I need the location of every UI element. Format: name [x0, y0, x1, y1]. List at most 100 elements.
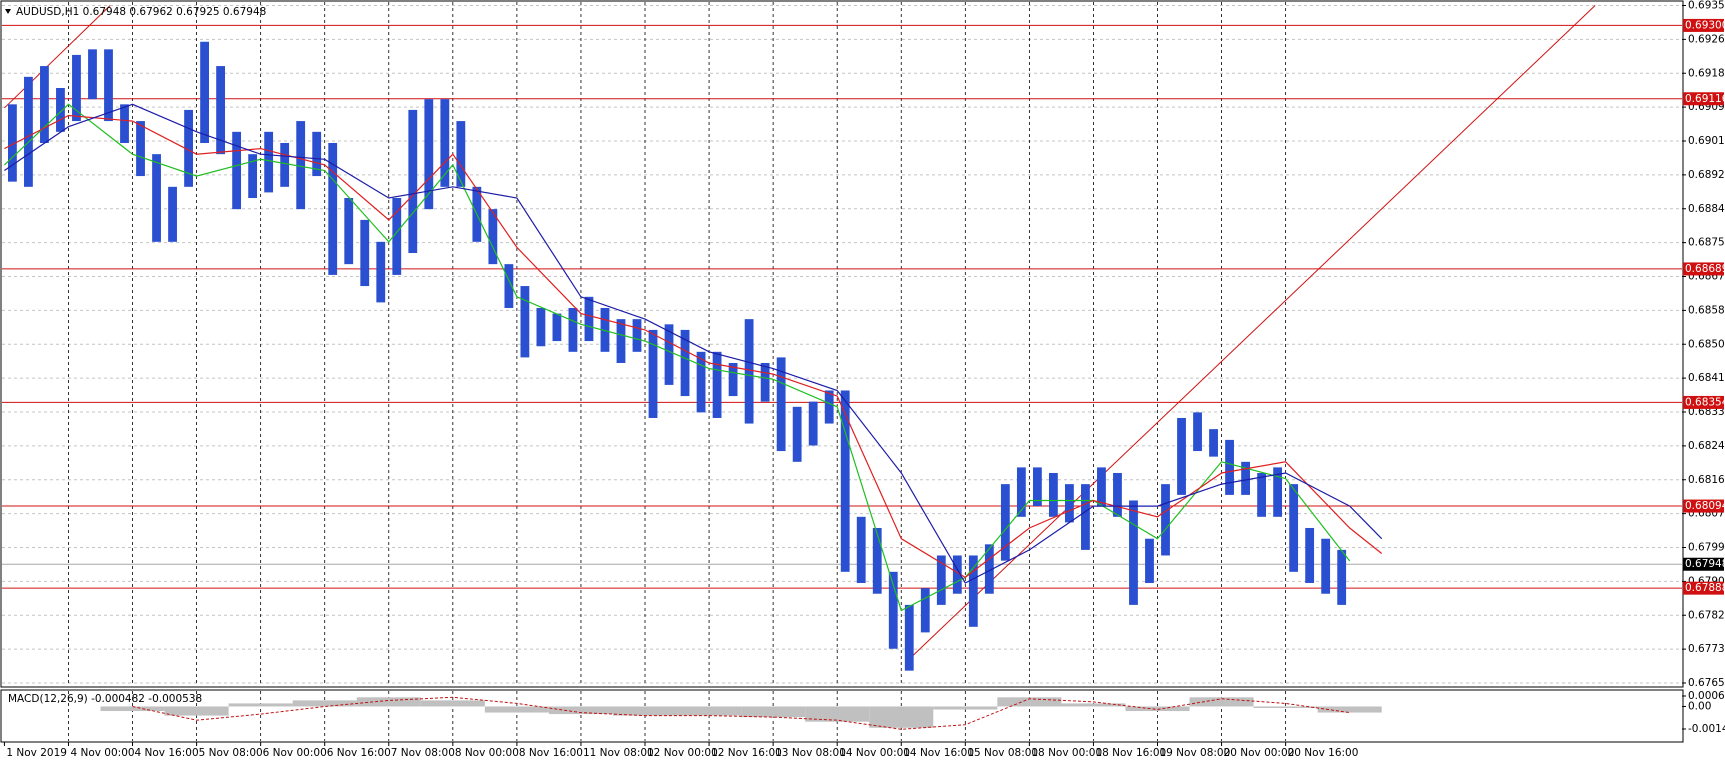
- y-tick-label: 0.68925: [1688, 169, 1725, 181]
- macd-bar: [292, 700, 357, 707]
- price-bar: [56, 87, 65, 132]
- macd-signal: [132, 696, 1350, 730]
- price-bar: [360, 219, 370, 287]
- x-tick-label: 6 Nov 16:00: [327, 747, 391, 759]
- price-bar: [72, 54, 81, 122]
- moving-average: [3, 103, 1351, 612]
- price-bar: [792, 406, 802, 462]
- level-label: 0.68094: [1685, 500, 1725, 512]
- price-bar: [568, 307, 578, 352]
- moving-average: [4, 103, 1383, 584]
- price-bar: [344, 197, 354, 265]
- price-bar: [200, 41, 209, 143]
- price-bar: [952, 555, 962, 594]
- price-bar: [1305, 527, 1315, 583]
- price-bar: [1289, 484, 1299, 572]
- macd-bar: [741, 706, 806, 718]
- price-bar: [824, 390, 834, 424]
- x-tick-label: 1 Nov 2019: [6, 747, 67, 759]
- price-bar: [872, 527, 882, 594]
- macd-bar: [228, 703, 293, 707]
- price-bar: [1032, 467, 1042, 507]
- price-bar: [728, 362, 738, 397]
- price-bar: [376, 241, 386, 303]
- macd-bar: [484, 706, 549, 713]
- x-tick-label: 8 Nov 16:00: [519, 747, 583, 759]
- price-bar: [888, 571, 898, 649]
- price-bar: [8, 104, 17, 182]
- price-bar: [904, 604, 914, 671]
- macd-title: MACD(12,26,9) -0.000482 -0.000538: [8, 693, 202, 705]
- macd-bar: [1125, 706, 1190, 712]
- y-tick-label: 0.000687: [1688, 690, 1725, 702]
- y-tick-label: 0.68245: [1688, 440, 1725, 452]
- price-bar: [1209, 429, 1218, 457]
- price-bar: [696, 351, 706, 413]
- price-bar: [552, 313, 562, 342]
- price-bar: [584, 296, 594, 342]
- y-tick-label: 0.69265: [1688, 33, 1725, 45]
- price-bar: [744, 319, 754, 424]
- price-bar: [1113, 472, 1122, 517]
- y-tick-label: 0.68585: [1688, 304, 1725, 316]
- x-tick-label: 19 Nov 08:00: [1159, 747, 1230, 759]
- macd-bar: [100, 706, 165, 712]
- price-bar: [1193, 412, 1202, 452]
- level-tag: [1683, 499, 1724, 513]
- price-bar: [1097, 467, 1106, 507]
- level-tag: [1683, 262, 1724, 276]
- price-bar: [920, 588, 930, 633]
- price-bar: [328, 142, 338, 275]
- level-label: 0.69300: [1685, 19, 1725, 31]
- x-tick-label: 15 Nov 08:00: [967, 747, 1038, 759]
- x-tick-label: 18 Nov 00:00: [1031, 747, 1102, 759]
- price-bar: [184, 109, 193, 187]
- current-price-tag: [1683, 557, 1724, 571]
- price-bar: [1016, 467, 1026, 517]
- price-bar: [1081, 484, 1090, 550]
- price-bar: [152, 154, 161, 242]
- price-bar: [1337, 549, 1347, 605]
- price-bar: [1000, 484, 1010, 561]
- price-bar: [392, 197, 402, 275]
- price-bar: [264, 131, 274, 193]
- macd-bar: [997, 697, 1062, 707]
- macd-bar: [869, 706, 934, 728]
- macd-bar: [1317, 706, 1382, 713]
- price-bar: [1048, 472, 1058, 517]
- level-label: 0.69116: [1685, 93, 1725, 105]
- trendline: [4, 5, 111, 109]
- price-bar: [24, 76, 33, 187]
- price-bar: [504, 264, 514, 308]
- price-bar: [1273, 467, 1283, 517]
- price-bar: [600, 307, 610, 352]
- price-bar: [456, 121, 466, 187]
- price-bar: [536, 307, 546, 347]
- price-bar: [936, 555, 946, 605]
- x-tick-label: 4 Nov 00:00: [70, 747, 134, 759]
- price-bar: [648, 329, 658, 418]
- macd-bar: [612, 706, 678, 716]
- macd-bar: [1253, 706, 1318, 708]
- price-bar: [712, 351, 722, 418]
- price-bar: [1177, 417, 1186, 495]
- price-bar: [776, 357, 786, 452]
- level-label: 0.68354: [1685, 396, 1725, 408]
- x-tick-label: 20 Nov 16:00: [1288, 747, 1359, 759]
- x-tick-label: 13 Nov 08:00: [775, 747, 846, 759]
- x-tick-label: 5 Nov 08:00: [199, 747, 263, 759]
- price-bar: [216, 66, 226, 155]
- x-tick-label: 6 Nov 00:00: [263, 747, 327, 759]
- price-bar: [232, 131, 242, 210]
- price-bar: [296, 121, 306, 210]
- price-bar: [88, 49, 97, 100]
- x-tick-label: 4 Nov 16:00: [135, 747, 199, 759]
- price-bar: [440, 99, 450, 187]
- price-bar: [408, 109, 418, 253]
- price-bar: [1321, 538, 1331, 594]
